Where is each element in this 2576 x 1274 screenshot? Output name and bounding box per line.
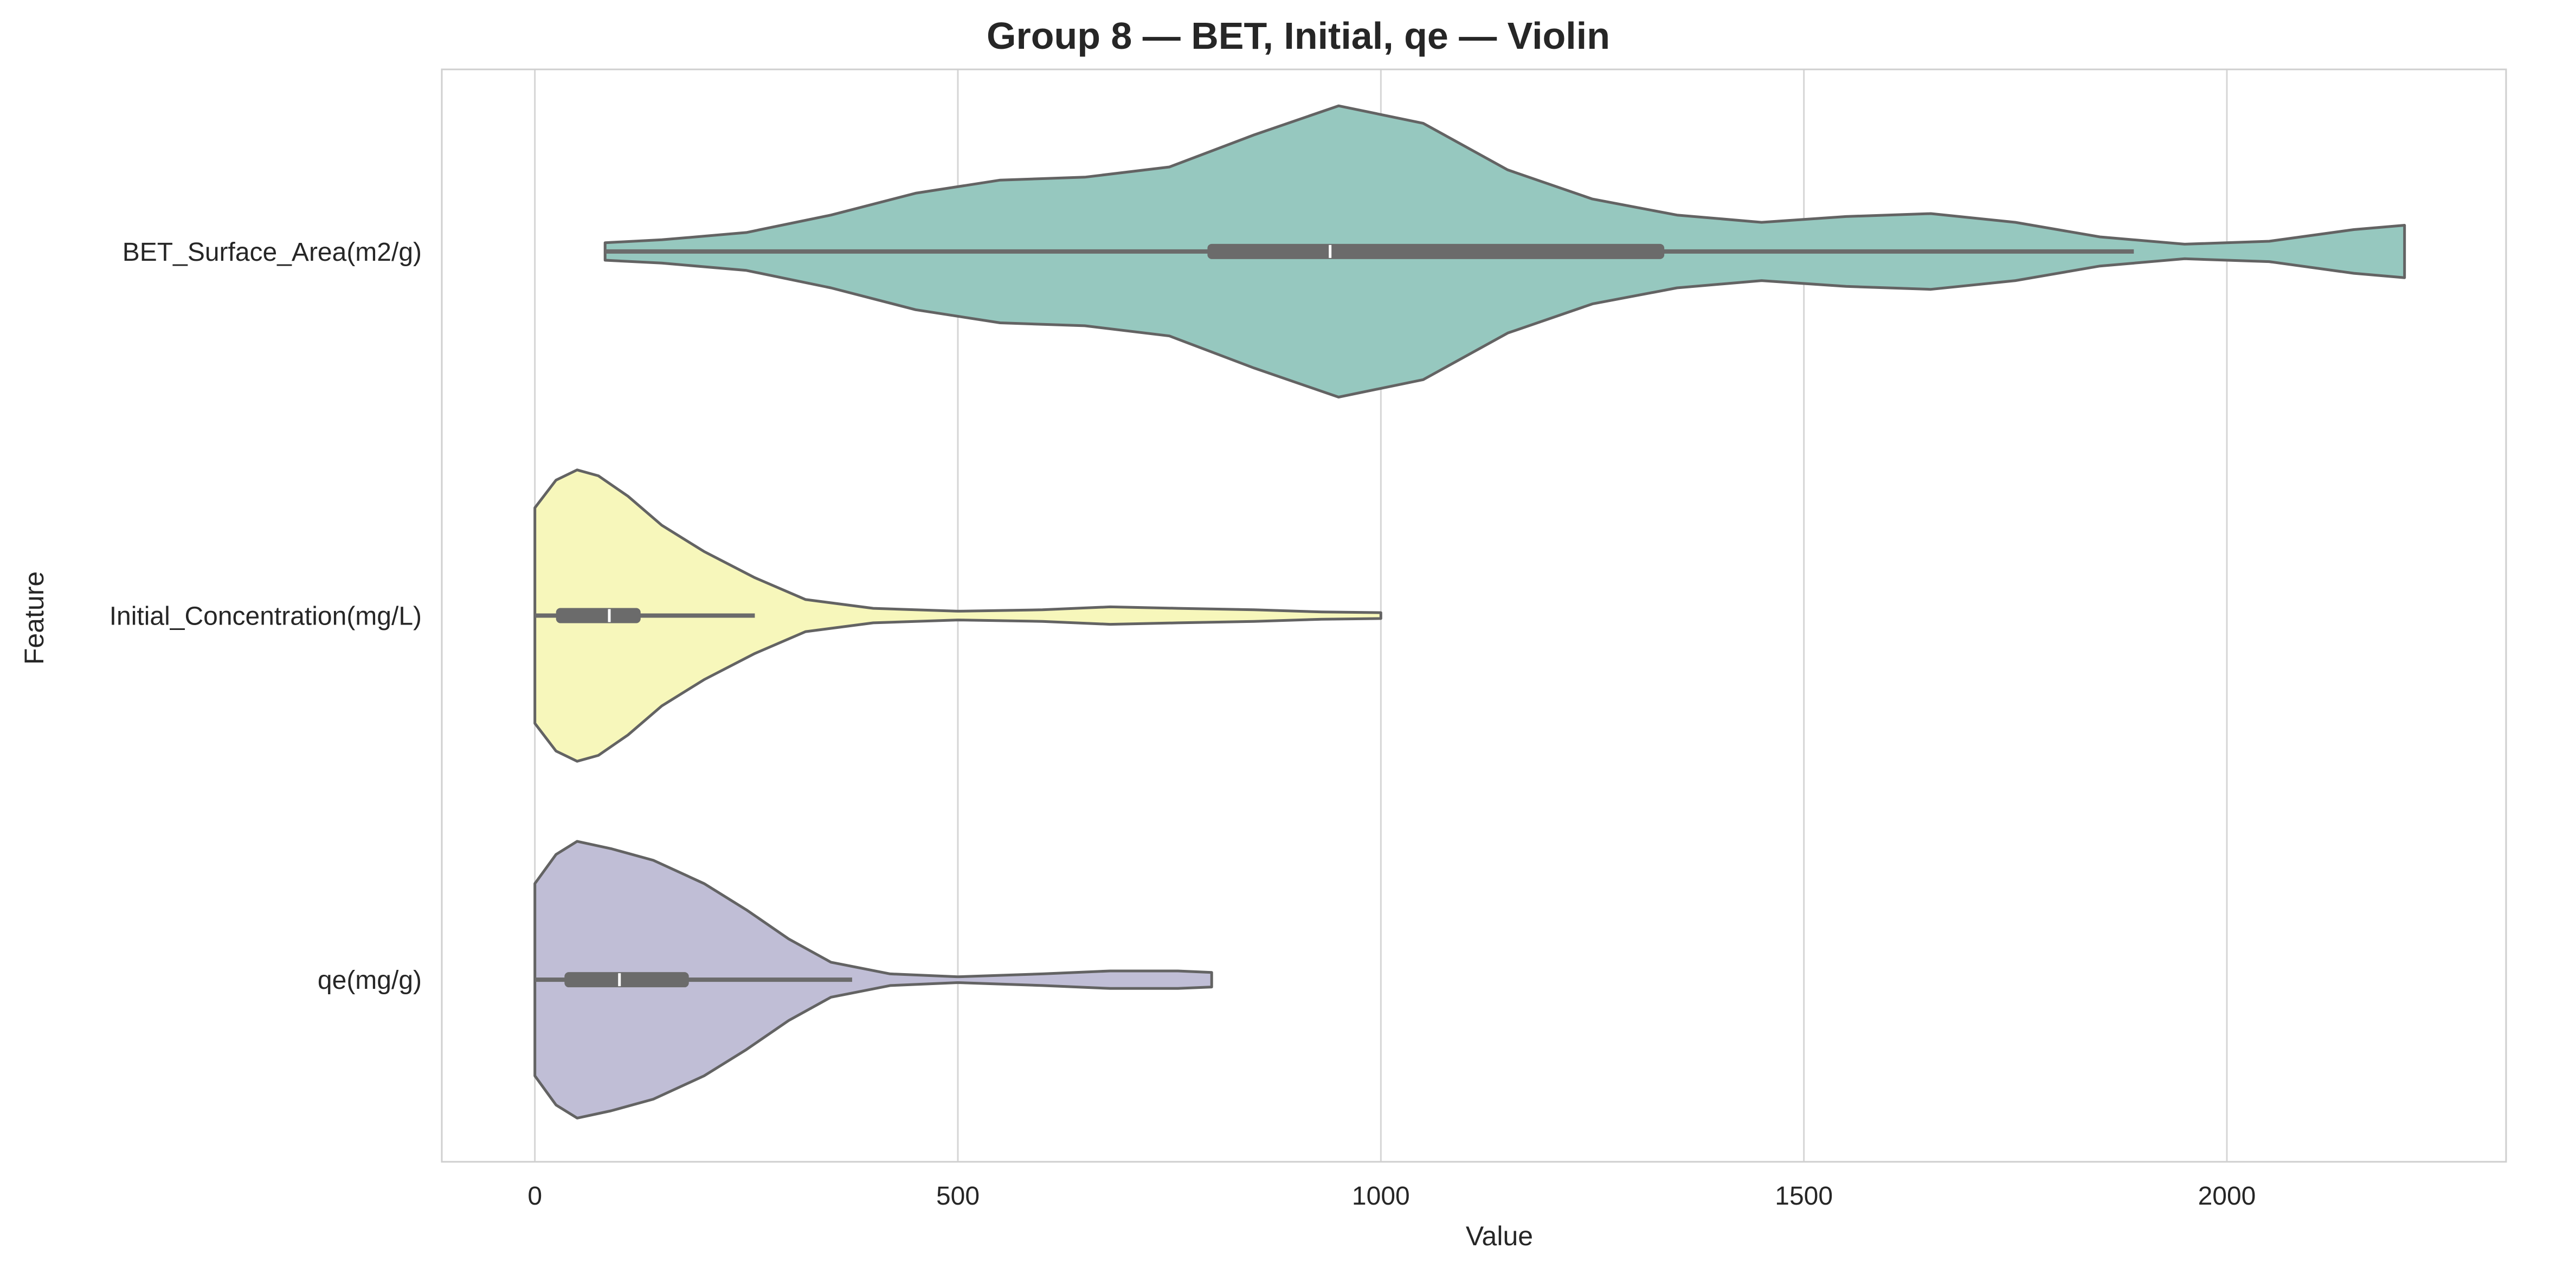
tick-labels: 0 500 1000 1500 2000 BET_Surface_Area(m2/g) In… <box>110 238 2256 1211</box>
y-axis-label: Feature <box>19 571 49 665</box>
violin-iqr-box <box>556 608 641 623</box>
plot-frame <box>441 68 2507 1163</box>
violin-iqr-box <box>564 972 689 988</box>
y-tick-label: BET_Surface_Area(m2/g) <box>123 238 422 267</box>
violin-body <box>533 468 1382 763</box>
y-tick-label: qe(mg/g) <box>318 966 422 995</box>
violin-iqr-box <box>1207 243 1665 259</box>
chart-title: Group 8 — BET, Initial, qe — Violin <box>987 15 1610 57</box>
x-tick-label: 500 <box>936 1182 980 1211</box>
violins <box>533 104 2406 1119</box>
y-tick-label: Initial_Concentration(mg/L) <box>110 602 422 631</box>
x-tick-label: 1000 <box>1352 1182 1410 1211</box>
x-tick-label: 0 <box>527 1182 542 1211</box>
x-tick-label: 1500 <box>1775 1182 1833 1211</box>
x-axis-label: Value <box>1466 1221 1533 1251</box>
x-tick-label: 2000 <box>2198 1182 2256 1211</box>
violin-body <box>533 840 1213 1119</box>
